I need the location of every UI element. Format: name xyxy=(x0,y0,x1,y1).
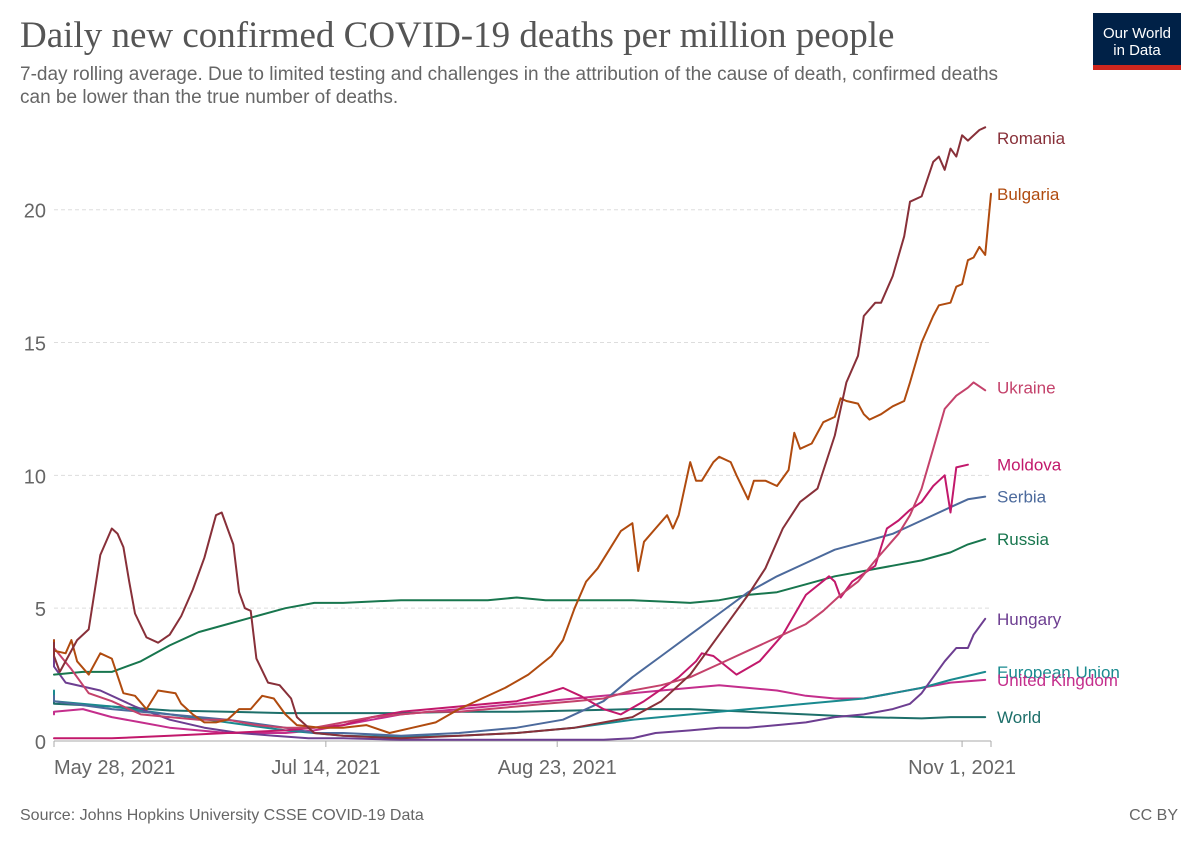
x-tick-label: Aug 23, 2021 xyxy=(498,757,617,779)
series-line-russia xyxy=(53,538,987,676)
series-label-moldova: Moldova xyxy=(997,456,1062,475)
series-label-serbia: Serbia xyxy=(997,488,1047,507)
owid-logo[interactable]: Our World in Data xyxy=(1093,13,1181,70)
y-tick-label: 15 xyxy=(24,334,46,356)
series-label-european-union: European Union xyxy=(997,663,1120,682)
chart-title: Daily new confirmed COVID-19 deaths per … xyxy=(20,15,895,56)
series-label-ukraine: Ukraine xyxy=(997,379,1056,398)
series-lines xyxy=(53,126,992,741)
series-line-united-kingdom xyxy=(53,678,987,734)
logo-line-1: Our World xyxy=(1102,25,1172,42)
source-note: Source: Johns Hopkins University CSSE CO… xyxy=(20,807,424,824)
series-label-romania: Romania xyxy=(997,129,1066,148)
series-line-ukraine xyxy=(53,381,987,729)
series-line-hungary xyxy=(53,617,987,741)
series-label-hungary: Hungary xyxy=(997,610,1062,629)
y-tick-label: 0 xyxy=(35,732,46,754)
series-label-russia: Russia xyxy=(997,530,1050,549)
series-line-moldova xyxy=(53,463,969,740)
y-tick-label: 20 xyxy=(24,201,46,223)
series-line-bulgaria xyxy=(53,192,992,734)
series-labels: Romania Bulgaria Ukraine Moldova Serbia Russi… xyxy=(997,129,1120,727)
logo-accent-bar xyxy=(1093,65,1181,70)
license-link[interactable]: CC BY xyxy=(1129,807,1178,824)
axes: 0 5 10 15 20 May 28, 2021 Jul 14, 2021 Aug 23, … xyxy=(24,201,1016,779)
y-tick-label: 5 xyxy=(35,599,46,621)
chart-subtitle: 7-day rolling average. Due to limited te… xyxy=(20,64,999,108)
x-tick-label: Nov 1, 2021 xyxy=(908,757,1016,779)
logo-line-2: in Data xyxy=(1113,42,1161,59)
series-label-bulgaria: Bulgaria xyxy=(997,185,1060,204)
x-tick-label: Jul 14, 2021 xyxy=(271,757,380,779)
x-tick-label: May 28, 2021 xyxy=(54,757,175,779)
series-line-romania xyxy=(53,126,987,740)
y-tick-label: 10 xyxy=(24,466,46,488)
gridlines xyxy=(54,209,991,609)
series-label-world: World xyxy=(997,708,1041,727)
series-label-united-kingdom: United Kingdom xyxy=(997,671,1118,690)
series-line-world xyxy=(53,700,987,720)
